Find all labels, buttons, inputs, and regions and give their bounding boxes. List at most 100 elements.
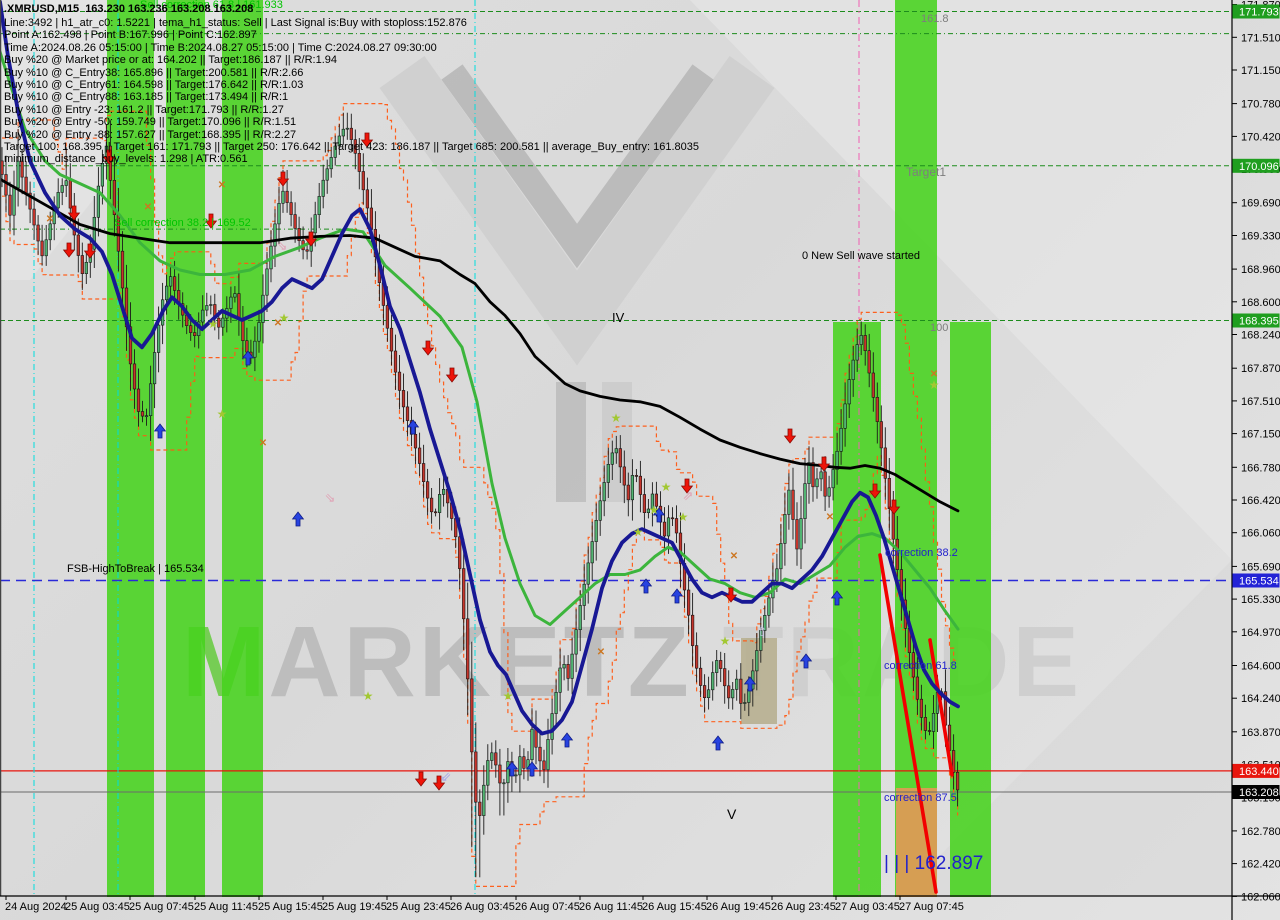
- star-marker-icon: ★: [279, 311, 290, 325]
- cross-marker-icon: ✕: [597, 647, 605, 658]
- candle-body: [626, 484, 630, 501]
- price-tick-label: 167.870: [1241, 363, 1280, 375]
- candle-body: [855, 344, 859, 361]
- sell-arrow-icon: [868, 483, 882, 499]
- sell-arrow-icon: [445, 367, 459, 383]
- buy-arrow-icon: [241, 350, 255, 366]
- price-highlight-box: [1232, 158, 1280, 173]
- candle-body: [466, 618, 470, 680]
- sell-arrow-icon: [360, 132, 374, 148]
- candle-body: [100, 163, 104, 187]
- candle-body: [895, 538, 899, 570]
- candle-body: [803, 483, 807, 519]
- candle-body: [827, 487, 831, 497]
- price-tick-label: 168.600: [1241, 297, 1280, 309]
- price-tick-label: 162.780: [1241, 826, 1280, 838]
- sell-arrow-icon: [421, 340, 435, 356]
- candle-body: [951, 750, 956, 773]
- candle-body: [140, 411, 145, 417]
- candle-body: [325, 168, 329, 181]
- ma-green-line: [0, 50, 960, 631]
- point-c-price-label: | | | 162.897: [884, 853, 984, 874]
- logo-bar-icon: [556, 382, 586, 502]
- candle-body: [871, 372, 875, 398]
- candle-body: [285, 190, 289, 203]
- target1-label: Target1: [906, 165, 947, 179]
- candle-body: [80, 255, 84, 275]
- trendline[interactable]: [878, 553, 938, 894]
- highlight-band: [222, 0, 263, 897]
- price-highlight-label: 165.534: [1239, 576, 1279, 588]
- candle-body: [739, 678, 743, 704]
- candle-body: [598, 500, 602, 521]
- candle-body: [735, 678, 739, 690]
- buy-arrow-icon: [291, 511, 305, 527]
- candle-body: [233, 293, 237, 298]
- candle-body: [257, 322, 261, 342]
- candle-body: [56, 192, 60, 209]
- outline-arrow-icon: ⇧: [757, 624, 768, 639]
- candle-body: [694, 645, 699, 669]
- candle-body: [44, 239, 48, 257]
- candle-body: [281, 190, 285, 204]
- star-marker-icon: ★: [363, 689, 374, 703]
- cross-marker-icon: ✕: [218, 180, 226, 191]
- candle-body: [221, 317, 225, 328]
- symbol-ohlc-line: .XMRUSD,M15 163.230 163.236 163.208 163.2…: [4, 3, 259, 15]
- candle-body: [169, 276, 173, 287]
- buy-arrow-icon: [560, 732, 574, 748]
- candle-body: [955, 771, 960, 791]
- candle-body: [570, 653, 574, 679]
- candle-body: [60, 185, 64, 193]
- candle-body: [92, 217, 96, 250]
- candle-body: [482, 784, 486, 816]
- price-tick-label: 165.330: [1241, 594, 1280, 606]
- candle-body: [719, 660, 723, 669]
- bg-diagonal-highlight: [690, 0, 1232, 560]
- candle-body: [638, 475, 642, 495]
- highlight-band: [741, 638, 777, 724]
- candle-body: [297, 228, 301, 242]
- buy-arrow-icon: [830, 590, 844, 606]
- sell-arrow-icon: [102, 149, 116, 165]
- candle-body: [289, 202, 293, 215]
- price-tick-label: 169.690: [1241, 198, 1280, 210]
- candle-body: [189, 325, 193, 333]
- level-lines: [0, 0, 1232, 896]
- candle-body: [574, 629, 578, 655]
- time-tick-label: 27 Aug 07:45: [899, 901, 964, 913]
- price-highlight-box: [1232, 573, 1280, 588]
- candle-body: [265, 268, 269, 296]
- ma-lines: [0, 0, 960, 736]
- candle-body: [128, 326, 133, 365]
- candle-body: [522, 756, 526, 769]
- candle-body: [586, 562, 590, 585]
- candle-body: [931, 712, 936, 732]
- info-line: Buy %10 @ C_Entry38: 165.896 || Target:2…: [4, 66, 304, 79]
- candle-body: [165, 285, 169, 301]
- ma-blue-line: [0, 0, 960, 736]
- candle-body: [397, 371, 402, 391]
- candle-body: [711, 672, 715, 691]
- signal-arrows: ★★★★ ★★★★★★★★✕✕✕✕✕✕✕✕✕⇘⇘ ⇗⇧⇙: [46, 132, 939, 791]
- candle-body: [614, 448, 618, 454]
- buy-arrow-icon: [639, 578, 653, 594]
- candle-body: [706, 689, 711, 698]
- candle-body: [486, 760, 490, 786]
- candle-body: [144, 415, 149, 418]
- trendline[interactable]: [928, 638, 954, 777]
- candle-body: [193, 332, 197, 337]
- price-highlight-box: [1232, 763, 1280, 778]
- info-line: Point A:162.498 | Point B:167.996 | Poin…: [4, 29, 257, 42]
- candle-body: [686, 589, 691, 616]
- candle-body: [811, 462, 815, 488]
- trailing-stop-line: [2, 195, 959, 887]
- candle-body: [879, 421, 883, 449]
- price-tick-label: 170.420: [1241, 131, 1280, 143]
- candle-body: [787, 489, 791, 515]
- price-tick-label: 169.330: [1241, 231, 1280, 243]
- price-highlight-label: 163.440: [1239, 766, 1279, 778]
